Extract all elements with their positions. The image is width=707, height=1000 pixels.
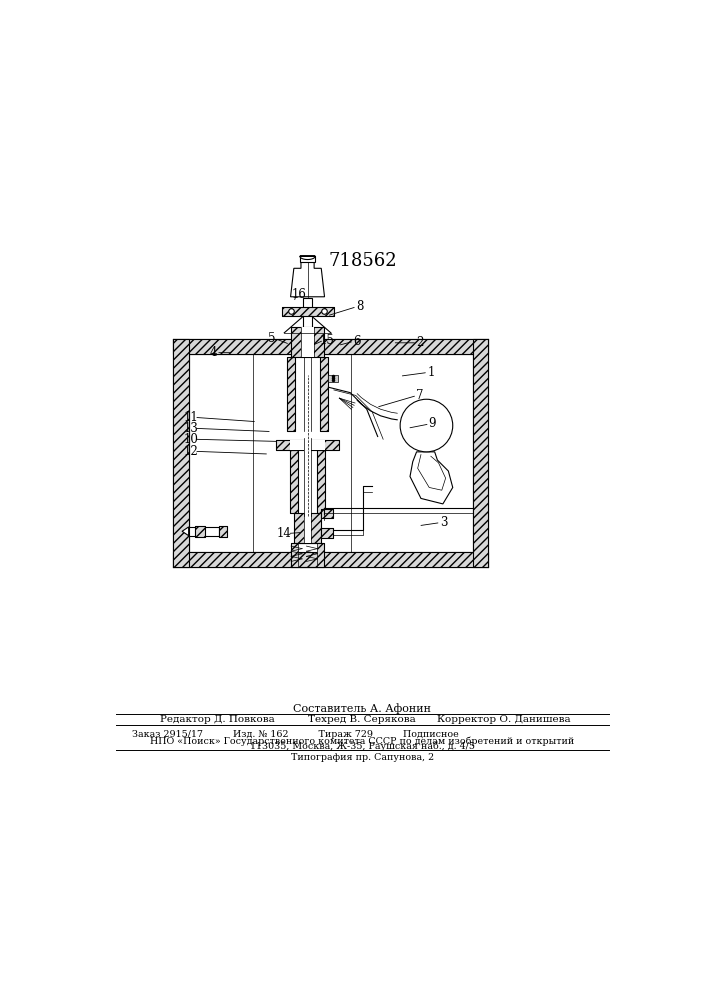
Bar — [291, 327, 324, 357]
Bar — [281, 307, 334, 316]
Bar — [189, 527, 218, 536]
Bar — [281, 307, 334, 316]
Text: 13: 13 — [184, 422, 199, 435]
Bar — [317, 543, 324, 567]
Bar — [195, 526, 205, 537]
Bar — [287, 357, 296, 431]
Text: Техред В. Серякова: Техред В. Серякова — [308, 715, 416, 724]
Bar — [294, 513, 321, 543]
Bar — [304, 438, 311, 516]
Text: 5: 5 — [268, 332, 276, 345]
Bar — [195, 526, 205, 537]
Bar — [173, 339, 189, 567]
Bar — [218, 526, 227, 537]
Text: Редактор Д. Повкова: Редактор Д. Повкова — [160, 715, 274, 724]
Bar — [303, 298, 312, 339]
Text: 3: 3 — [440, 516, 448, 529]
Bar — [173, 339, 489, 354]
Text: 1: 1 — [427, 366, 435, 379]
Bar — [291, 327, 324, 357]
Polygon shape — [182, 527, 189, 536]
Bar — [473, 339, 489, 567]
Bar — [317, 450, 325, 513]
Text: 4: 4 — [209, 346, 217, 359]
Bar — [321, 528, 333, 538]
Text: 16: 16 — [292, 288, 307, 301]
Bar — [291, 543, 324, 567]
Polygon shape — [300, 256, 315, 260]
Bar — [296, 357, 320, 431]
Bar — [173, 552, 489, 567]
Bar — [320, 357, 328, 431]
Polygon shape — [291, 262, 325, 297]
Text: Заказ 2915/17          Изд. № 162          Тираж 729          Подписное: Заказ 2915/17 Изд. № 162 Тираж 729 Подпи… — [132, 730, 459, 739]
Bar — [287, 357, 296, 431]
Text: Составитель А. Афонин: Составитель А. Афонин — [293, 703, 431, 714]
Text: 14: 14 — [277, 527, 292, 540]
Circle shape — [400, 399, 452, 452]
Text: 718562: 718562 — [328, 252, 397, 270]
Text: 113035, Москва, Ж-35, Раушская наб., д. 4/5: 113035, Москва, Ж-35, Раушская наб., д. … — [250, 742, 475, 751]
Text: 10: 10 — [184, 433, 199, 446]
Bar — [321, 528, 333, 538]
Bar — [290, 450, 298, 513]
Text: 9: 9 — [428, 417, 436, 430]
Text: Типография пр. Сапунова, 2: Типография пр. Сапунова, 2 — [291, 753, 434, 762]
Bar — [298, 543, 317, 567]
Bar — [276, 440, 339, 450]
Bar — [321, 509, 333, 518]
Bar — [317, 450, 325, 513]
Text: 15: 15 — [320, 334, 334, 347]
Polygon shape — [410, 452, 452, 504]
Bar — [304, 513, 311, 543]
Text: 11: 11 — [184, 411, 199, 424]
Bar — [298, 450, 317, 513]
Bar — [294, 513, 321, 543]
Text: 7: 7 — [416, 389, 423, 402]
Bar — [276, 440, 339, 450]
Bar — [328, 375, 338, 382]
Text: 6: 6 — [353, 335, 361, 348]
Bar — [290, 440, 325, 450]
Bar — [300, 256, 315, 262]
Bar — [321, 509, 333, 518]
Bar — [291, 543, 298, 567]
Bar — [218, 526, 227, 537]
Text: Корректор О. Данишева: Корректор О. Данишева — [437, 715, 571, 724]
Text: 8: 8 — [356, 300, 363, 313]
Bar — [301, 327, 314, 357]
Bar — [189, 354, 473, 552]
Text: 2: 2 — [416, 336, 423, 349]
Text: НПО «Поиск» Государственного комитета СССР по делам изобретений и открытий: НПО «Поиск» Государственного комитета СС… — [150, 737, 575, 746]
Text: 12: 12 — [184, 445, 199, 458]
Bar — [290, 450, 298, 513]
Bar — [320, 357, 328, 431]
